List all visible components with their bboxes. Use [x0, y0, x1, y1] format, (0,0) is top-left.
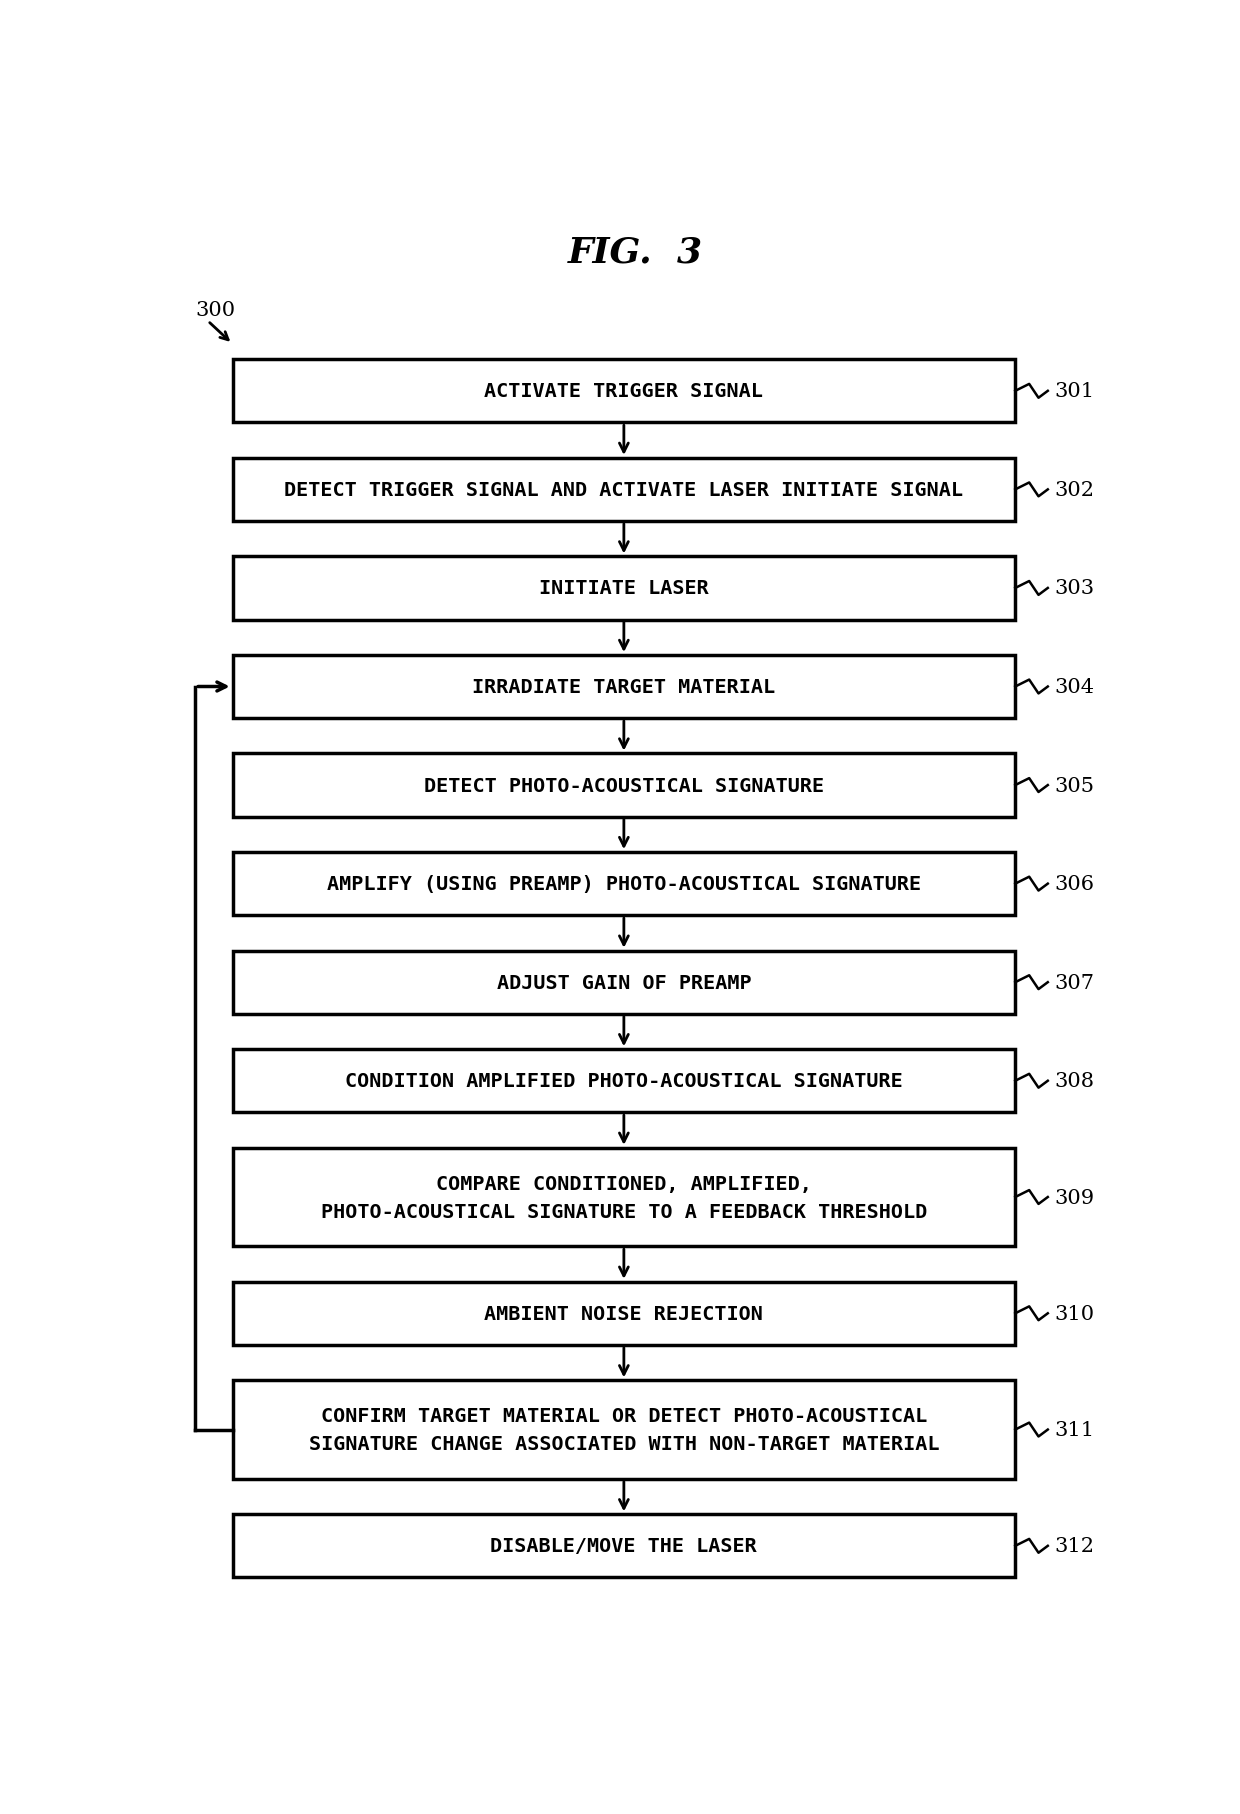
FancyBboxPatch shape — [233, 1380, 1016, 1478]
FancyBboxPatch shape — [233, 853, 1016, 916]
FancyBboxPatch shape — [233, 359, 1016, 423]
FancyBboxPatch shape — [233, 1515, 1016, 1578]
Text: CONDITION AMPLIFIED PHOTO-ACOUSTICAL SIGNATURE: CONDITION AMPLIFIED PHOTO-ACOUSTICAL SIG… — [345, 1072, 903, 1090]
FancyBboxPatch shape — [233, 1282, 1016, 1346]
FancyBboxPatch shape — [233, 951, 1016, 1014]
Text: 300: 300 — [196, 301, 236, 319]
Text: DETECT TRIGGER SIGNAL AND ACTIVATE LASER INITIATE SIGNAL: DETECT TRIGGER SIGNAL AND ACTIVATE LASER… — [284, 481, 963, 499]
Text: FIG.  3: FIG. 3 — [568, 236, 703, 268]
Text: DETECT PHOTO-ACOUSTICAL SIGNATURE: DETECT PHOTO-ACOUSTICAL SIGNATURE — [424, 776, 823, 795]
Text: ACTIVATE TRIGGER SIGNAL: ACTIVATE TRIGGER SIGNAL — [485, 383, 764, 401]
Text: IRRADIATE TARGET MATERIAL: IRRADIATE TARGET MATERIAL — [472, 678, 775, 697]
Text: 305: 305 — [1054, 776, 1094, 795]
Text: 308: 308 — [1054, 1072, 1094, 1090]
Text: ADJUST GAIN OF PREAMP: ADJUST GAIN OF PREAMP — [496, 972, 751, 992]
FancyBboxPatch shape — [233, 459, 1016, 522]
Text: AMBIENT NOISE REJECTION: AMBIENT NOISE REJECTION — [485, 1304, 764, 1322]
Text: 312: 312 — [1054, 1536, 1094, 1555]
Text: 310: 310 — [1054, 1304, 1094, 1322]
Text: 303: 303 — [1054, 579, 1094, 599]
FancyBboxPatch shape — [233, 655, 1016, 718]
FancyBboxPatch shape — [233, 1050, 1016, 1112]
FancyBboxPatch shape — [233, 557, 1016, 620]
Text: 304: 304 — [1054, 678, 1094, 697]
Text: 301: 301 — [1054, 383, 1094, 401]
Text: 306: 306 — [1054, 874, 1094, 894]
Text: 302: 302 — [1054, 481, 1094, 499]
FancyBboxPatch shape — [233, 755, 1016, 816]
Text: DISABLE/MOVE THE LASER: DISABLE/MOVE THE LASER — [491, 1536, 758, 1555]
Text: INITIATE LASER: INITIATE LASER — [539, 579, 709, 599]
Text: 307: 307 — [1054, 972, 1094, 992]
Text: COMPARE CONDITIONED, AMPLIFIED,
PHOTO-ACOUSTICAL SIGNATURE TO A FEEDBACK THRESHO: COMPARE CONDITIONED, AMPLIFIED, PHOTO-AC… — [321, 1174, 928, 1221]
Text: AMPLIFY (USING PREAMP) PHOTO-ACOUSTICAL SIGNATURE: AMPLIFY (USING PREAMP) PHOTO-ACOUSTICAL … — [327, 874, 921, 894]
Text: CONFIRM TARGET MATERIAL OR DETECT PHOTO-ACOUSTICAL
SIGNATURE CHANGE ASSOCIATED W: CONFIRM TARGET MATERIAL OR DETECT PHOTO-… — [309, 1406, 939, 1453]
Text: 309: 309 — [1054, 1188, 1094, 1206]
FancyBboxPatch shape — [233, 1148, 1016, 1246]
Text: 311: 311 — [1054, 1420, 1094, 1439]
